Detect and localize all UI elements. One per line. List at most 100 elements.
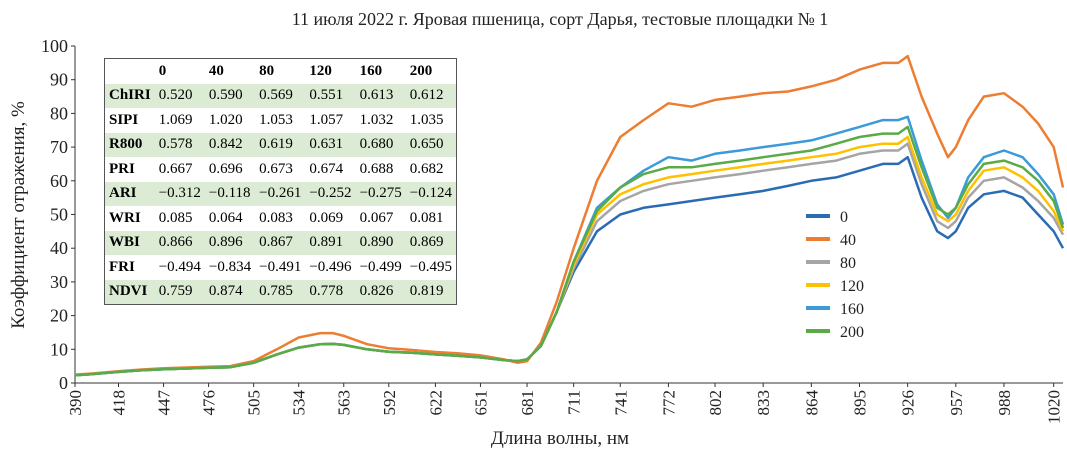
table-cell: 0.867 [259,234,293,251]
table-cell: 0.778 [309,283,344,300]
table-cell: 0.590 [208,87,243,104]
table-cell: 0.673 [259,160,293,177]
table-cell: 1.032 [359,111,394,128]
table-cell: −0.491 [259,258,302,275]
table-cell: 1.035 [409,111,444,128]
table-cell: 0.866 [158,234,193,251]
table-cell: 0.680 [359,136,394,153]
table-row: WBI 0.866 0.896 0.867 0.891 0.890 0.869 [104,230,457,255]
y-axis-label: Коэффициент отражения, % [8,101,29,329]
column-header: 80 [259,62,275,79]
x-tick-label: 988 [995,390,1014,416]
table-row: NDVI 0.759 0.874 0.785 0.778 0.826 0.819 [104,279,457,305]
series-line [74,125,1065,377]
table-cell: 1.020 [208,111,243,128]
table-row: SIPI 1.069 1.020 1.053 1.057 1.032 1.035 [105,108,457,133]
table-cell: 0.551 [309,87,344,104]
table-cell: 0.619 [259,136,293,153]
x-tick-label: 622 [426,390,445,416]
table-cell: 0.688 [359,160,394,177]
x-tick-label: 895 [850,390,869,416]
x-tick-label: 418 [109,390,128,416]
table-cell: 0.696 [208,160,243,177]
table-cell: 0.631 [309,136,344,153]
table-cell: 0.085 [158,209,193,226]
column-header: 0 [158,62,167,79]
y-tick-label: 40 [50,238,68,258]
table-cell: 0.081 [409,209,444,226]
table-cell: −0.496 [309,258,352,275]
x-tick-label: 802 [706,390,725,416]
legend-label: 80 [840,255,856,272]
table-cell: 0.819 [409,283,444,300]
table-cell: 0.569 [259,87,293,104]
y-tick-label: 30 [50,272,68,292]
table-cell: −0.124 [409,185,452,202]
table-cell: 1.069 [158,111,193,128]
table-cell: 0.064 [208,209,243,226]
y-tick-label: 0 [59,373,68,393]
table-cell: 0.682 [409,160,444,177]
x-tick-label: 592 [380,390,399,416]
row-header: SIPI [109,111,139,128]
y-tick-label: 60 [50,171,68,191]
y-tick-label: 90 [50,70,68,90]
table-cell: 0.612 [409,87,444,104]
table-header: 0 40 80 120 160 200 [105,59,457,84]
table-row: WRI 0.085 0.064 0.083 0.069 0.067 0.081 [105,206,457,231]
column-header: 40 [208,62,224,79]
row-header: R800 [109,136,143,153]
legend-label: 0 [840,209,848,226]
table-row: R800 0.578 0.842 0.619 0.631 0.680 0.650 [104,132,457,157]
table-cell: −0.495 [409,258,452,275]
table-cell: 1.053 [259,111,293,128]
legend-label: 40 [840,232,856,249]
legend-label: 160 [840,301,864,318]
legend-label: 120 [840,278,864,295]
x-tick-label: 651 [471,390,490,416]
chart-title: 11 июля 2022 г. Яровая пшеница, сорт Дар… [292,9,829,29]
table-cell: 0.826 [359,283,394,300]
table-cell: 0.067 [359,209,394,226]
x-tick-label: 505 [245,390,264,416]
row-header: FRI [109,258,135,275]
table-cell: 0.674 [309,160,344,177]
table-cell: −0.252 [309,185,352,202]
column-header: 120 [309,62,332,79]
y-tick-label: 70 [50,137,68,157]
table-cell: 0.613 [359,87,394,104]
table-cell: 0.083 [259,209,293,226]
table-cell: 0.869 [409,234,444,251]
x-tick-label: 957 [947,390,966,416]
table-cell: −0.494 [158,258,201,275]
x-tick-label: 447 [155,390,174,416]
y-tick-label: 20 [50,306,68,326]
table-cell: −0.261 [259,185,302,202]
series-line [74,54,1065,376]
x-tick-label: 741 [611,390,630,416]
table-cell: 0.842 [208,136,243,153]
column-header: 200 [409,62,433,79]
table-row: ARI −0.312 −0.118 −0.261 −0.252 −0.275 −0.124 [104,181,457,206]
legend-label: 200 [840,324,864,341]
row-header: PRI [109,160,135,177]
x-tick-label: 476 [200,390,219,416]
x-tick-label: 864 [802,390,821,416]
table-cell: 0.069 [309,209,344,226]
row-header: WBI [109,234,140,251]
table-cell: 0.667 [158,160,193,177]
y-tick-label: 100 [41,36,68,56]
index-table: 0 40 80 120 160 200 ChIRI 0.520 0.590 0.569 0.551 0… [104,58,457,305]
x-tick-label: 711 [565,390,584,415]
table-cell: −0.834 [208,258,252,275]
row-header: ChIRI [109,87,151,104]
table-cell: 0.650 [409,136,444,153]
x-axis-label: Длина волны, нм [491,428,629,449]
x-tick-label: 926 [899,390,918,416]
x-tick-label: 681 [518,390,537,416]
table-row: ChIRI 0.520 0.590 0.569 0.551 0.613 0.612 [104,83,457,108]
x-tick-label: 833 [754,390,773,416]
corner-cell [105,59,155,84]
table-row: FRI −0.494 −0.834 −0.491 −0.496 −0.499 −0.495 [105,255,457,280]
